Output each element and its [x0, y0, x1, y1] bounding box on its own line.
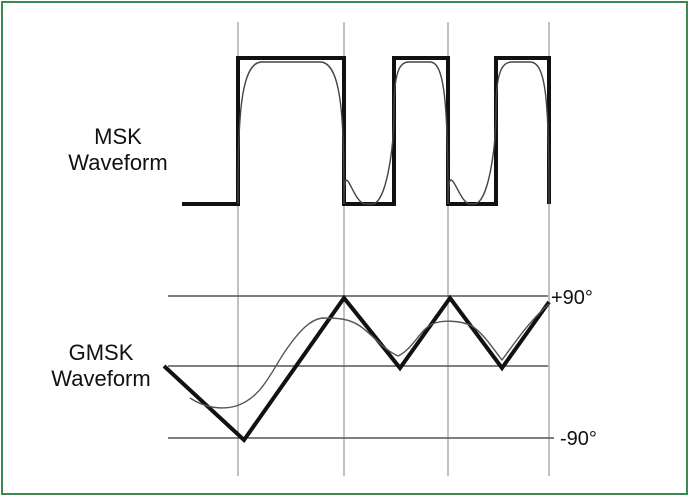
phase-label-minus-90: -90° [560, 428, 597, 450]
horizontal-gridlines [168, 295, 554, 439]
gmsk-label-line2: Waveform [51, 366, 151, 391]
msk-label-line1: MSK [94, 124, 142, 149]
gmsk-phase-triangle [162, 294, 551, 444]
msk-square-wave [182, 56, 551, 206]
gmsk-phase-smoothed [189, 303, 550, 409]
gmsk-waveform-label: GMSK Waveform [46, 340, 156, 392]
msk-smoothed-wave [237, 61, 550, 205]
msk-waveform-label: MSK Waveform [58, 124, 178, 176]
phase-label-plus-90: +90° [551, 287, 593, 309]
gmsk-label-line1: GMSK [68, 340, 134, 365]
msk-label-line2: Waveform [68, 150, 168, 175]
